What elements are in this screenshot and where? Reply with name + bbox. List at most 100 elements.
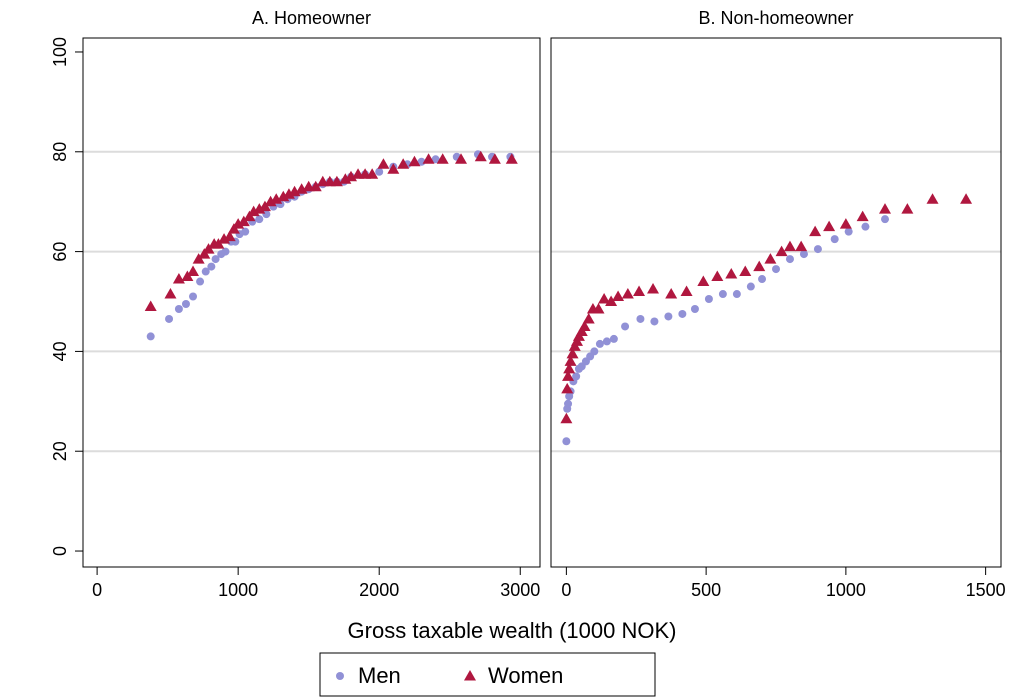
x-tick-label: 0 [92,580,102,600]
circle-marker [181,299,190,308]
circle-marker [732,290,741,299]
circle-marker [602,337,611,346]
circle-marker [590,347,599,356]
triangle-marker [408,155,421,167]
circle-marker [650,317,659,326]
x-tick-label: 500 [691,580,721,600]
circle-marker [174,304,183,313]
circle-marker [241,227,250,236]
triangle-marker [164,288,177,299]
triangle-marker [187,265,200,277]
triangle-marker [505,153,518,164]
legend-box [319,652,656,697]
triangle-marker [680,285,693,297]
triangle-marker [562,370,575,381]
triangle-marker [764,253,777,264]
triangle-marker [665,288,678,299]
circle-marker [165,314,174,323]
circle-marker [718,290,727,299]
x-tick-label: 2000 [359,580,399,600]
triangle-marker [711,270,724,282]
circle-marker [772,265,780,274]
y-tick-label: 40 [50,341,70,361]
x-axis-label: Gross taxable wealth (1000 NOK) [348,618,677,643]
triangle-marker [397,158,410,169]
triangle-marker [582,312,595,324]
circle-marker [595,339,604,348]
y-tick-label: 0 [50,546,70,556]
triangle-marker [612,290,625,302]
triangle-marker [739,265,752,277]
circle-marker [746,282,755,291]
y-tick-label: 60 [50,242,70,262]
triangle-marker [879,203,892,214]
triangle-marker [809,225,822,237]
panel-title: A. Homeowner [252,8,371,28]
circle-marker [758,275,767,284]
panel-title: B. Non-homeowner [698,8,853,28]
triangle-marker [823,220,836,232]
triangle-marker [839,218,852,229]
triangle-marker [605,295,618,307]
triangle-marker [598,293,611,304]
circle-marker [562,437,571,446]
triangle-marker [926,193,939,204]
triangle-marker [775,245,788,257]
triangle-marker [387,163,400,174]
triangle-marker [144,300,157,311]
circle-marker [844,227,853,236]
circle-marker [146,332,155,341]
triangle-marker [753,260,766,272]
x-tick-label: 0 [561,580,571,600]
circle-marker [431,155,440,164]
plot-frame [550,37,1002,568]
y-tick-label: 80 [50,142,70,162]
y-tick-label: 100 [50,37,70,67]
triangle-marker [563,362,576,374]
legend-marker [336,672,344,680]
triangle-marker [455,153,468,164]
triangle-marker [592,302,605,314]
circle-marker [609,334,618,343]
triangle-marker [561,382,574,394]
circle-marker [861,222,870,231]
circle-marker [678,309,687,318]
triangle-marker [647,283,660,294]
plot-frame [82,37,541,568]
triangle-marker [856,210,869,222]
triangle-marker [366,168,379,179]
circle-marker [255,215,264,224]
x-tick-label: 1000 [218,580,258,600]
circle-marker [375,167,384,176]
circle-marker [664,312,673,321]
x-tick-label: 3000 [500,580,540,600]
triangle-marker [901,203,914,214]
circle-marker [621,322,630,331]
y-tick-label: 20 [50,441,70,461]
triangle-marker [795,240,808,252]
circle-marker [196,277,205,286]
triangle-marker [621,288,634,299]
circle-marker [211,255,220,264]
x-tick-label: 1000 [826,580,866,600]
x-tick-label: 1500 [966,580,1006,600]
circle-marker [201,267,210,276]
circle-marker [207,262,216,271]
circle-marker [572,372,581,381]
circle-marker [704,295,713,304]
triangle-marker [564,355,577,366]
legend-label: Men [358,663,401,688]
triangle-marker [578,320,591,331]
circle-marker [636,314,645,323]
circle-marker [690,304,699,313]
triangle-marker [488,153,501,164]
legend-label: Women [488,663,563,688]
circle-marker [221,247,230,256]
triangle-marker [697,275,710,287]
circle-marker [189,292,198,301]
triangle-marker [422,153,435,164]
triangle-marker [223,230,236,242]
legend-marker [464,670,476,681]
triangle-marker [436,153,449,164]
